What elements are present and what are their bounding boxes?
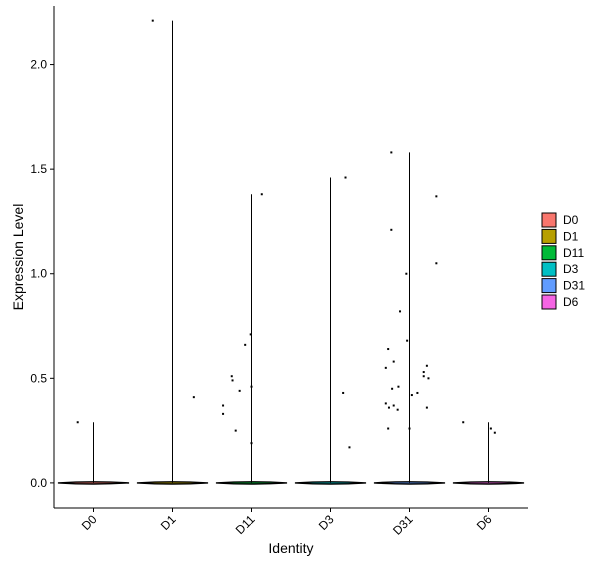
data-point — [76, 421, 79, 424]
violin-D0 — [57, 421, 130, 485]
data-point — [399, 310, 402, 313]
x-tick-label: D6 — [474, 512, 495, 533]
data-point — [392, 404, 395, 407]
x-tick-label: D31 — [390, 512, 416, 538]
data-point — [260, 193, 263, 196]
data-point — [222, 412, 225, 415]
x-tick-label: D3 — [316, 512, 337, 533]
legend-item-D31: D31 — [541, 278, 585, 294]
legend-swatch — [541, 212, 557, 228]
legend-swatch — [541, 245, 557, 261]
y-axis-title: Expression Level — [10, 204, 26, 311]
legend-label: D3 — [563, 262, 579, 276]
legend: D0 D1 D11 D3 D31 D6 — [541, 212, 585, 310]
data-point — [435, 262, 438, 265]
y-tick-label: 1.5 — [30, 162, 47, 176]
x-axis-title: Identity — [268, 540, 313, 556]
legend-label: D11 — [563, 246, 584, 260]
legend-swatch — [541, 294, 557, 310]
data-point — [392, 360, 395, 363]
legend-label: D6 — [563, 295, 579, 309]
data-point — [489, 427, 492, 430]
violin-D3 — [294, 176, 367, 485]
violin-D6 — [452, 421, 525, 485]
y-tick-label: 0.0 — [30, 476, 47, 490]
data-point — [406, 339, 409, 342]
y-tick-label: 2.0 — [30, 58, 47, 72]
legend-swatch — [541, 278, 557, 294]
legend-item-D6: D6 — [541, 294, 579, 310]
legend-swatch — [541, 261, 557, 277]
violin-D31 — [373, 151, 446, 485]
data-point — [192, 396, 195, 399]
y-axis-ticks: 0.0 0.5 1.0 1.5 2.0 — [30, 58, 54, 490]
data-point — [422, 371, 425, 374]
violin-D1 — [136, 19, 209, 485]
legend-swatch — [541, 228, 557, 244]
violin-D11 — [215, 193, 288, 485]
data-point — [425, 364, 428, 367]
data-point — [244, 343, 247, 346]
data-point — [396, 408, 399, 411]
data-point — [493, 431, 496, 434]
legend-item-D3: D3 — [541, 261, 579, 277]
legend-label: D31 — [563, 279, 585, 293]
legend-item-D0: D0 — [541, 212, 579, 228]
data-point — [250, 385, 253, 388]
data-point — [231, 379, 234, 382]
plot-area — [57, 19, 525, 485]
data-point — [416, 391, 419, 394]
legend-label: D0 — [563, 213, 579, 227]
data-point — [408, 427, 411, 430]
x-tick-label: D0 — [79, 512, 100, 533]
data-point — [410, 394, 413, 397]
data-point — [249, 333, 252, 336]
data-point — [425, 406, 428, 409]
data-point — [230, 375, 233, 378]
data-point — [348, 446, 351, 449]
data-point — [151, 19, 154, 22]
data-point — [435, 195, 438, 198]
x-tick-label: D11 — [233, 512, 258, 537]
data-point — [387, 406, 390, 409]
data-point — [390, 228, 393, 231]
data-point — [387, 427, 390, 430]
data-point — [250, 442, 253, 445]
x-axis-ticks: D0 D1 D11 D3 D31 D6 — [79, 508, 495, 538]
data-point — [390, 151, 393, 154]
data-point — [387, 348, 390, 351]
data-point — [344, 176, 347, 179]
legend-item-D1: D1 — [541, 228, 579, 244]
data-point — [234, 429, 237, 432]
legend-item-D11: D11 — [541, 245, 584, 261]
data-point — [342, 391, 345, 394]
data-point — [391, 387, 394, 390]
legend-label: D1 — [563, 229, 579, 243]
data-point — [384, 366, 387, 369]
x-tick-label: D1 — [158, 512, 179, 533]
data-point — [462, 421, 465, 424]
y-tick-label: 0.5 — [30, 371, 47, 385]
data-point — [384, 402, 387, 405]
data-point — [427, 377, 430, 380]
data-point — [405, 272, 408, 275]
y-tick-label: 1.0 — [30, 267, 47, 281]
data-point — [422, 375, 425, 378]
data-point — [397, 385, 400, 388]
data-point — [238, 389, 241, 392]
data-point — [222, 404, 225, 407]
